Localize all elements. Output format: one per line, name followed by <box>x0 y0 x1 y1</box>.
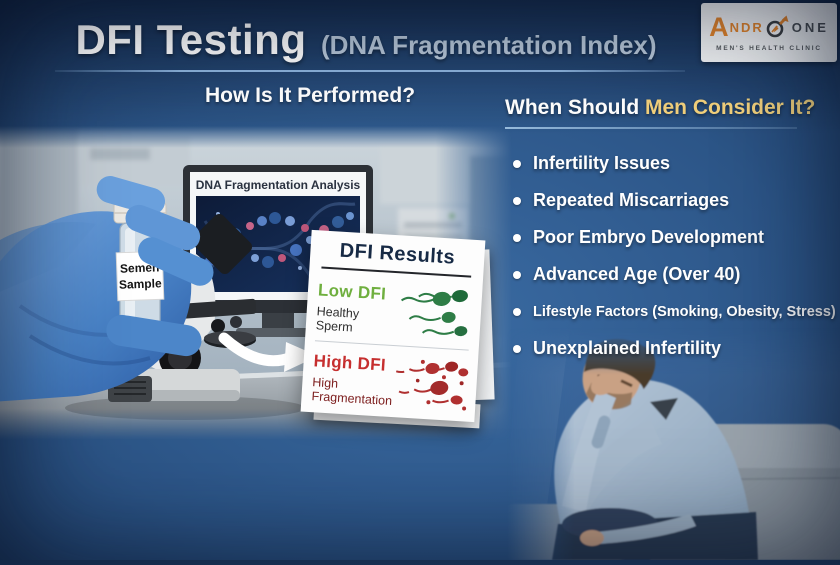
stressed-man <box>552 339 758 560</box>
consider-underline <box>505 127 797 129</box>
fragmented-sperm-icon <box>395 359 468 411</box>
bullet-dot-icon <box>513 307 521 316</box>
list-item: Infertility Issues <box>505 145 835 182</box>
list-item-label: Repeated Miscarriages <box>533 190 730 210</box>
stressed-man-illustration <box>500 328 840 560</box>
low-dfi-row: Low DFI Healthy Sperm <box>315 276 472 345</box>
low-dfi-desc: Healthy Sperm <box>315 304 360 335</box>
bullet-dot-icon <box>513 344 521 353</box>
male-symbol-icon <box>766 15 789 38</box>
consider-list: Infertility Issues Repeated Miscarriages… <box>505 145 836 367</box>
high-dfi-row: High DFI High Fragmentation <box>311 347 468 416</box>
bullet-dot-icon <box>513 159 521 168</box>
high-dfi-label: High DFI <box>313 351 387 375</box>
list-item-label: Lifestyle Factors (Smoking, Obesity, Str… <box>533 303 836 320</box>
logo-letter-a: A <box>709 11 729 42</box>
logo-wordmark: A NDR ONE <box>709 11 829 42</box>
healthy-sperm-icon <box>400 290 468 337</box>
consider-heading: When Should Men Consider It? <box>505 96 835 120</box>
title-suffix: (DNA Fragmentation Index) <box>320 30 657 60</box>
consider-panel: When Should Men Consider It? Infertility… <box>505 96 836 367</box>
title-underline <box>55 70 685 72</box>
list-item-label: Unexplained Infertility <box>533 338 722 358</box>
list-item: Poor Embryo Development <box>505 219 835 256</box>
consider-heading-white: When Should <box>505 96 640 119</box>
bullet-dot-icon <box>513 233 521 242</box>
vial-label-line2: Sample <box>119 276 162 291</box>
subtitle: How Is It Performed? <box>204 84 416 107</box>
logo-letters-ndr: NDR <box>729 19 764 35</box>
glove-fingers <box>96 176 214 357</box>
list-item: Lifestyle Factors (Smoking, Obesity, Str… <box>505 293 836 330</box>
list-item: Advanced Age (Over 40) <box>505 256 835 293</box>
list-item: Repeated Miscarriages <box>505 182 835 219</box>
high-dfi-desc: High Fragmentation <box>311 375 393 409</box>
list-item: Unexplained Infertility <box>505 330 835 367</box>
page-title: DFI Testing (DNA Fragmentation Index) <box>28 16 704 64</box>
low-dfi-label: Low DFI <box>317 280 387 304</box>
logo-tagline: MEN'S HEALTH CLINIC <box>716 44 822 52</box>
list-item-label: Poor Embryo Development <box>533 227 765 247</box>
list-item-label: Advanced Age (Over 40) <box>533 264 741 284</box>
stressed-man-photo <box>500 328 840 560</box>
consider-heading-gold: Men Consider It? <box>645 96 816 119</box>
clinic-logo: A NDR ONE MEN'S HEALTH CLINIC <box>701 3 837 62</box>
card-title: DFI Results <box>339 239 456 269</box>
list-item-label: Infertility Issues <box>533 153 671 173</box>
title-main: DFI Testing <box>75 16 307 63</box>
monitor-title: DNA Fragmentation Analysis <box>196 178 361 192</box>
bullet-dot-icon <box>513 270 521 279</box>
bullet-dot-icon <box>513 196 521 205</box>
dfi-results-card: DFI Results Low DFI Healthy Sperm High D… <box>300 229 486 423</box>
curved-arrow-icon <box>218 332 318 372</box>
logo-letters-one: ONE <box>791 19 829 35</box>
